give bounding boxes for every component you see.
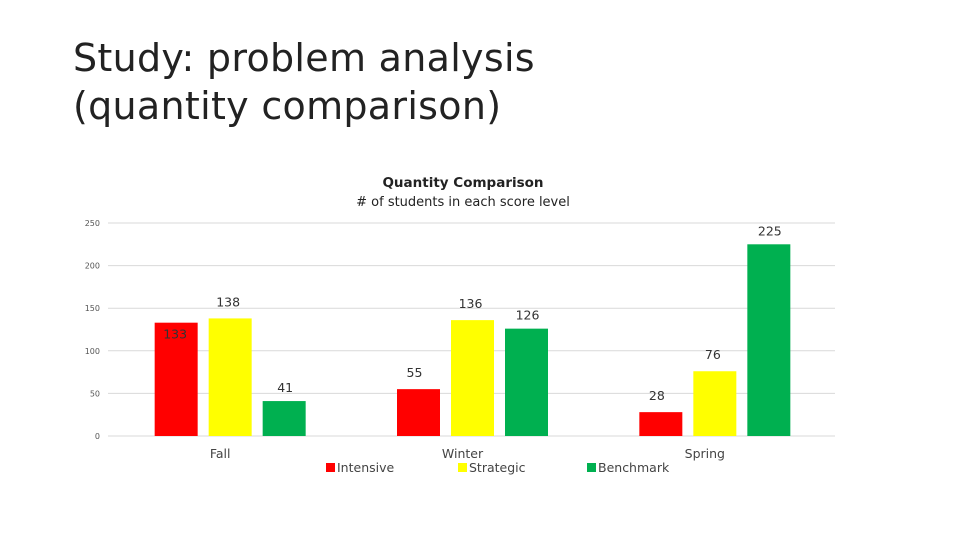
chart-subtitle: # of students in each score level [356, 195, 570, 210]
bar-intensive-fall [154, 322, 198, 436]
data-label: 41 [277, 380, 293, 395]
bar-strategic-winter [451, 320, 494, 436]
data-label: 126 [516, 308, 540, 323]
slide-title-line1: Study: problem analysis [73, 36, 535, 80]
bar-strategic-fall [208, 318, 252, 436]
data-label: 133 [163, 327, 187, 342]
bar-intensive-winter [397, 389, 440, 436]
data-label: 136 [459, 296, 483, 311]
legend-swatch-benchmark [587, 463, 596, 472]
bar-benchmark-spring [747, 244, 791, 436]
bar-benchmark-winter [505, 328, 548, 436]
legend-swatch-strategic [458, 463, 467, 472]
slide-title-line2: (quantity comparison) [73, 84, 502, 128]
data-label: 28 [649, 388, 665, 403]
y-tick-label: 0 [95, 432, 100, 441]
y-tick-label: 200 [85, 262, 100, 271]
y-tick-label: 150 [85, 304, 100, 313]
chart-title: Quantity Comparison [382, 175, 543, 191]
legend-label-strategic: Strategic [469, 460, 526, 475]
x-category-label: Winter [442, 446, 484, 461]
y-tick-label: 50 [90, 389, 100, 398]
legend-swatch-intensive [326, 463, 335, 472]
x-category-label: Spring [685, 446, 725, 461]
bar-benchmark-fall [262, 401, 306, 436]
slide-title: Study: problem analysis (quantity compar… [73, 34, 535, 130]
bar-intensive-spring [639, 412, 683, 436]
x-category-label: Fall [210, 446, 231, 461]
legend-label-intensive: Intensive [337, 460, 395, 475]
data-label: 225 [758, 223, 782, 238]
bar-strategic-spring [693, 371, 737, 436]
data-label: 76 [705, 347, 721, 362]
legend-label-benchmark: Benchmark [598, 460, 670, 475]
y-tick-label: 250 [85, 219, 100, 228]
data-label: 138 [216, 294, 240, 309]
data-label: 55 [407, 365, 423, 380]
y-tick-label: 100 [85, 347, 100, 356]
